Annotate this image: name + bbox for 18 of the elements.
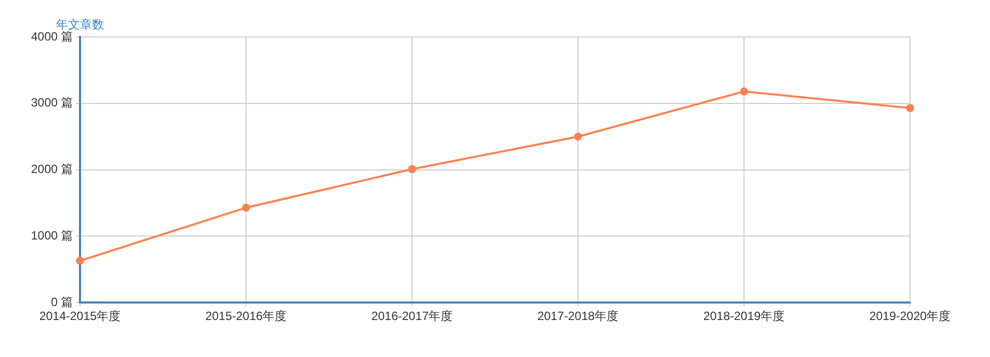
x-tick-label: 2019-2020年度 <box>869 309 951 324</box>
x-tick-label: 2014-2015年度 <box>39 309 121 324</box>
x-tick-label: 2015-2016年度 <box>205 309 287 324</box>
y-tick-label: 2000 篇 <box>30 162 73 176</box>
y-axis-title: 年文章数 <box>56 17 104 32</box>
x-tick-label: 2018-2019年度 <box>703 309 785 324</box>
point <box>242 204 250 212</box>
y-tick-label: 1000 篇 <box>30 228 73 243</box>
point <box>408 165 416 174</box>
y-tick-label: 3000 篇 <box>30 96 73 110</box>
point <box>906 104 914 112</box>
x-tick-label: 2016-2017年度 <box>371 309 453 324</box>
y-tick-label: 0 篇 <box>50 294 73 309</box>
point <box>574 132 582 141</box>
point <box>740 87 748 96</box>
y-tick-label: 4000 篇 <box>30 29 73 44</box>
point <box>76 256 84 265</box>
x-tick-label: 2017-2018年度 <box>537 309 619 324</box>
